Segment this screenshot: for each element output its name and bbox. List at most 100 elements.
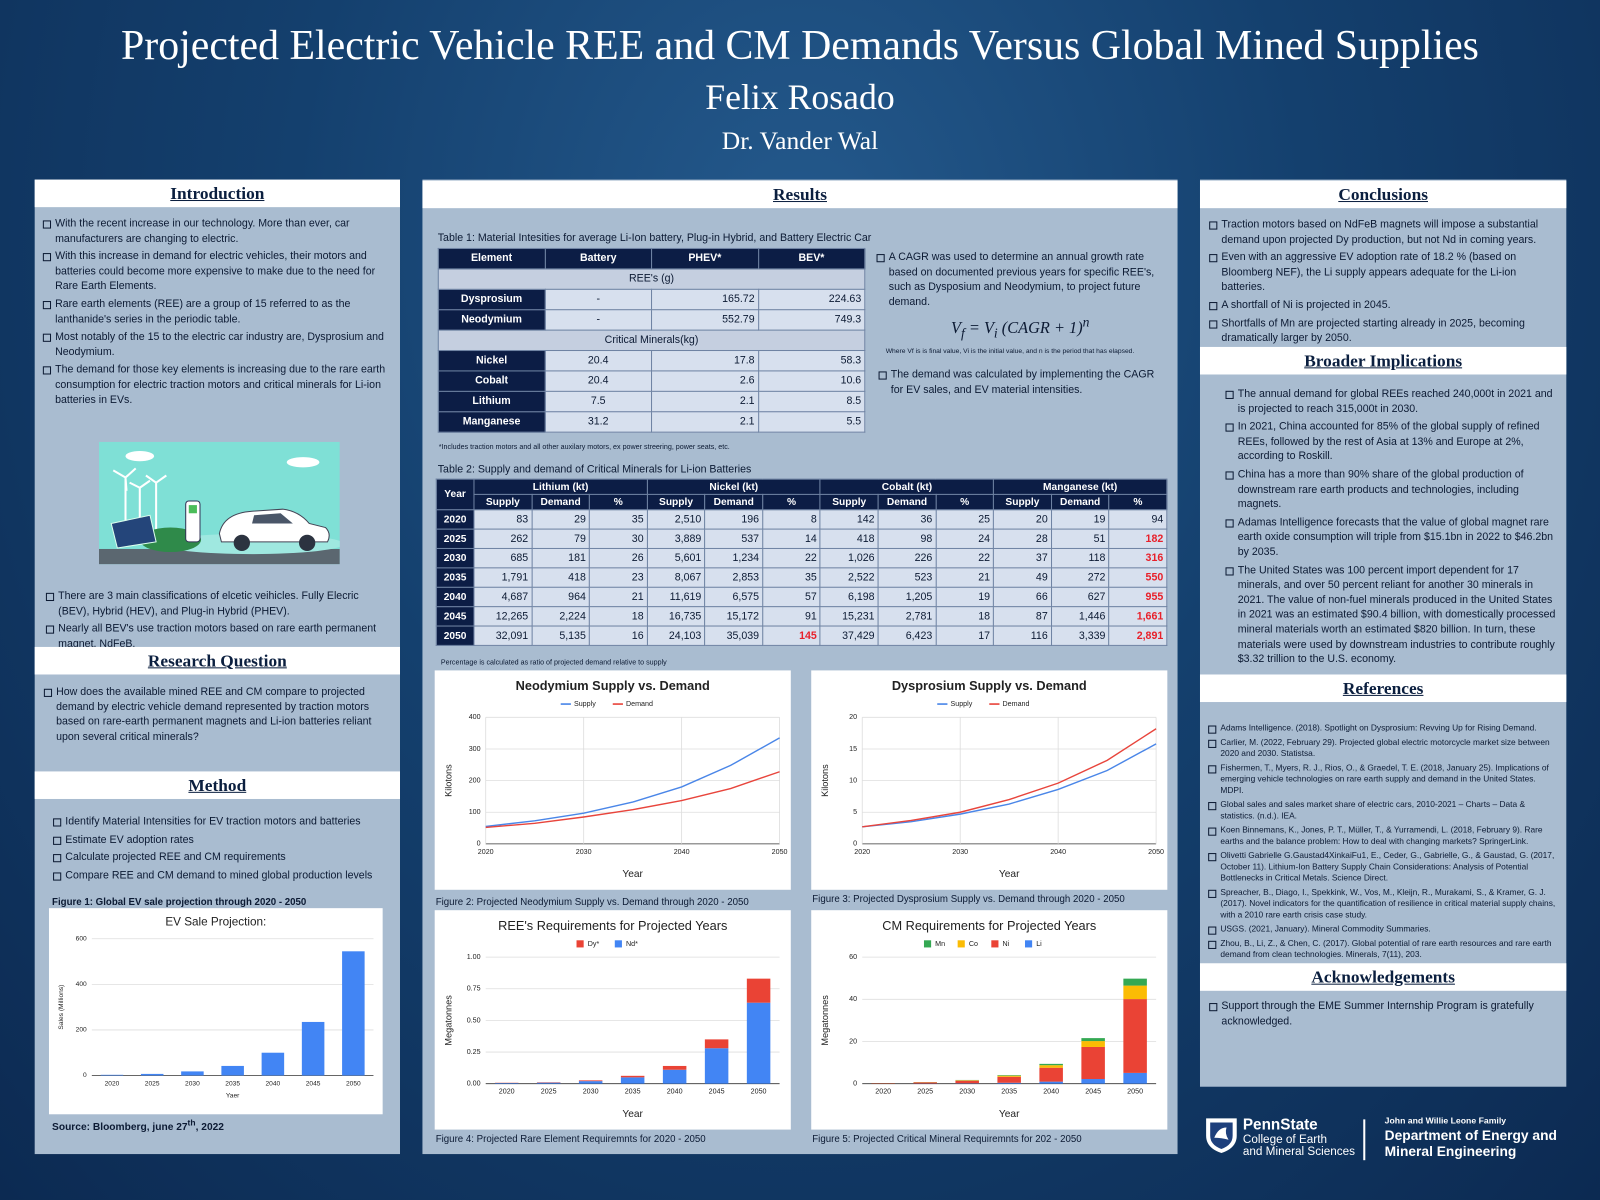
- table-cell: 87: [993, 606, 1052, 627]
- bullet-list: With the recent increase in our technolo…: [42, 217, 394, 411]
- bullet: Adamas Intelligence forecasts that the v…: [1224, 516, 1556, 561]
- table-cell: 2040: [435, 586, 475, 608]
- table-cell: 35: [588, 509, 648, 530]
- table-row: 2030 685 181 26 5,601 1,234 22 1,026 226 22 37 118 3…: [435, 547, 1168, 569]
- bullet-list: The annual demand for global REEs reache…: [1224, 388, 1556, 671]
- group-header: Manganese (kt): [993, 478, 1168, 495]
- formula-part: V: [951, 319, 961, 338]
- table-cell: 2,224: [531, 606, 590, 627]
- column-header: %: [588, 493, 648, 511]
- legend-label: Supply: [574, 700, 596, 708]
- table-cell: Dysprosium: [437, 288, 546, 311]
- x-tick-label: 2050: [346, 1080, 361, 1087]
- bullet: In 2021, China accounted for 85% of the …: [1224, 421, 1556, 466]
- column-header: Element: [437, 247, 546, 270]
- y-tick-label: 200: [469, 776, 481, 784]
- table-row: Element Battery PHEV* BEV*: [437, 247, 866, 270]
- y-tick-label: 1.00: [467, 953, 481, 961]
- section-heading: Conclusions: [1199, 180, 1567, 209]
- table-cell: 1,791: [473, 567, 533, 588]
- table-cell: 3,339: [1050, 625, 1110, 646]
- chart: Neodymium Supply vs. Demand 0 100 200 300 400…: [443, 678, 788, 880]
- bullet: The demand was calculated by implementin…: [878, 368, 1166, 398]
- table-cell: 36: [877, 509, 937, 530]
- line: [485, 737, 780, 828]
- bar: [955, 1080, 979, 1084]
- table-cell: Neodymium: [437, 309, 546, 331]
- bullet-list: Identify Material Intensities for EV tra…: [52, 815, 389, 887]
- table-cell: 2.6: [651, 370, 759, 392]
- bar: [100, 1074, 124, 1076]
- x-axis-label: Year: [622, 869, 643, 880]
- table-cell: 145: [762, 625, 821, 646]
- bar: [221, 1065, 244, 1076]
- table-cell: 2,510: [646, 509, 706, 530]
- table-cell: 19: [935, 586, 995, 608]
- y-tick-label: 0.00: [467, 1080, 481, 1088]
- table-cell: 21: [588, 586, 648, 608]
- x-tick-label: 2040: [667, 1088, 683, 1096]
- bar: [1123, 978, 1147, 986]
- table: Year Lithium (kt) Nickel (kt) Cobalt (kt) Ma…: [435, 478, 1168, 646]
- y-tick-label: 600: [76, 936, 87, 943]
- table-cell: 3,889: [646, 528, 706, 549]
- table-cell: 35: [762, 567, 821, 588]
- y-tick-label: 20: [849, 713, 857, 721]
- table-cell: 7.5: [544, 390, 653, 413]
- line: [862, 743, 1157, 828]
- formula-part: i: [993, 325, 998, 341]
- chart: Dysprosium Supply vs. Demand051015202020…: [820, 678, 1164, 880]
- chart-title: EV Sale Projection:: [165, 916, 266, 929]
- bar: [620, 1075, 645, 1078]
- bar: [1123, 1072, 1147, 1084]
- y-axis-label: Sales (Millions): [58, 985, 65, 1030]
- legend-swatch: [576, 940, 584, 948]
- x-tick-label: 2040: [1043, 1088, 1059, 1096]
- advisor: Dr. Vander Wal: [721, 127, 879, 156]
- table-cell: 262: [473, 528, 533, 549]
- formula-part: (CAGR + 1): [997, 319, 1083, 338]
- y-axis-label: Megatonnes: [443, 995, 453, 1046]
- y-tick-label: 20: [849, 1037, 857, 1045]
- section-heading: Broader Implications: [1199, 346, 1567, 375]
- column-header: Demand: [704, 493, 764, 511]
- x-tick-label: 2030: [576, 848, 592, 856]
- college-line: College of Earth: [1242, 1133, 1327, 1146]
- table-cell: 25: [935, 509, 995, 530]
- table-cell: 116: [993, 625, 1052, 646]
- table-row: Supply Demand% Supply Demand% Supply Demand% S…: [436, 493, 1168, 511]
- table-cell: 552.79: [651, 309, 759, 331]
- table-cell: 550: [1108, 567, 1168, 588]
- chart-box: Neodymium Supply vs. Demand 0 100 200 300 400…: [434, 670, 791, 890]
- legend-swatch: [614, 940, 622, 948]
- bullet: Zhou, B., Li, Z., & Chen, C. (2017). Glo…: [1207, 938, 1559, 960]
- figure-caption: Figure 5: Projected Critical Mineral Req…: [812, 1133, 1082, 1145]
- figure-caption: Figure 1: Global EV sale projection thro…: [52, 896, 307, 909]
- x-tick-label: 2050: [772, 848, 788, 856]
- y-tick-label: 400: [469, 713, 481, 721]
- table-cell: 17: [935, 625, 995, 646]
- shield-logo: [1206, 1118, 1237, 1154]
- table-cell: 18: [588, 606, 648, 627]
- y-tick-label: 0.25: [467, 1048, 481, 1056]
- table-cell: 22: [935, 547, 995, 569]
- table-cell: 8,067: [646, 567, 706, 588]
- table-cell: 418: [819, 528, 879, 549]
- line: [862, 728, 1157, 828]
- table-cell: 98: [877, 528, 937, 549]
- x-tick-label: 2020: [854, 848, 870, 856]
- department: Department of Energy and Mineral Engineer…: [1385, 1128, 1557, 1161]
- column-header: BEV*: [757, 247, 866, 270]
- table-cell: 28: [993, 528, 1052, 549]
- legend-swatch: [957, 940, 965, 948]
- table-cell: 11,619: [646, 586, 706, 608]
- bar: [181, 1071, 204, 1076]
- table-cell: 23: [588, 567, 648, 588]
- x-tick-label: 2030: [185, 1080, 200, 1087]
- table-row: Lithium 7.5 2.1 8.5: [437, 390, 866, 413]
- table-cell: 58.3: [757, 349, 866, 372]
- bar: [1039, 1063, 1063, 1066]
- table-cell: 31.2: [544, 411, 653, 433]
- bullet: Nearly all BEV's use traction motors bas…: [45, 623, 392, 653]
